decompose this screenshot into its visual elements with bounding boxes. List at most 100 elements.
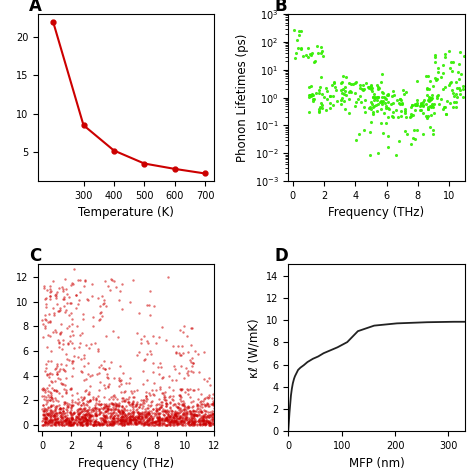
Point <box>84 410 92 418</box>
Point <box>67 310 74 317</box>
Point <box>109 399 116 407</box>
Point <box>168 410 176 418</box>
Point <box>60 399 67 406</box>
Point <box>200 420 208 428</box>
Point <box>150 418 158 425</box>
Point <box>210 397 217 405</box>
Point <box>118 417 126 424</box>
Point <box>182 414 190 422</box>
Point <box>79 417 87 425</box>
Point <box>200 349 208 356</box>
Point <box>365 83 373 91</box>
Point <box>46 382 53 389</box>
Point <box>109 409 117 417</box>
Point <box>121 420 129 428</box>
Point <box>108 415 116 423</box>
Point <box>313 42 320 50</box>
Point <box>163 406 171 413</box>
Point <box>118 280 126 287</box>
Point <box>116 416 124 424</box>
Point <box>147 412 155 420</box>
Point <box>80 395 88 402</box>
Point <box>207 411 215 419</box>
Point <box>65 421 73 429</box>
Point <box>190 415 198 422</box>
Point <box>144 351 151 358</box>
Point <box>48 348 55 356</box>
Point <box>179 417 186 425</box>
Point <box>84 420 91 428</box>
Point <box>82 407 89 414</box>
Point <box>40 408 47 415</box>
Point <box>150 414 157 422</box>
Point <box>425 85 433 92</box>
Point <box>80 282 88 290</box>
Point <box>366 103 374 111</box>
Point <box>305 83 313 91</box>
Point <box>124 419 132 427</box>
Point <box>147 419 155 427</box>
Point <box>80 406 88 413</box>
Point <box>155 405 163 412</box>
Point <box>150 302 157 310</box>
Point <box>41 420 49 428</box>
Point <box>165 420 173 428</box>
Point <box>109 414 117 422</box>
Point <box>194 418 202 425</box>
Point <box>60 302 68 310</box>
Point <box>68 416 75 423</box>
Point <box>77 288 84 295</box>
Point <box>186 356 194 363</box>
Point <box>457 70 465 78</box>
Point <box>73 420 81 428</box>
Point <box>64 408 71 416</box>
Point <box>149 421 156 428</box>
Point <box>189 402 197 410</box>
Point <box>83 408 91 415</box>
Point <box>146 421 153 428</box>
Point <box>178 393 185 401</box>
Point <box>95 410 103 418</box>
Point <box>135 419 142 427</box>
Point <box>166 421 173 428</box>
Point <box>143 418 151 425</box>
Point <box>176 327 183 334</box>
Point <box>77 415 85 423</box>
Point <box>134 417 142 425</box>
Point <box>155 410 163 418</box>
Point <box>94 370 101 378</box>
Point <box>173 417 180 425</box>
Point <box>318 43 325 51</box>
Point <box>109 421 117 428</box>
Point <box>82 416 90 423</box>
Point <box>51 416 59 424</box>
Point <box>70 265 78 273</box>
Point <box>91 417 99 425</box>
Point <box>173 350 180 357</box>
Point <box>146 287 154 294</box>
Point <box>422 72 429 80</box>
Point <box>209 400 217 407</box>
Point <box>160 416 167 424</box>
Point <box>62 285 70 292</box>
Point <box>175 414 182 422</box>
Point <box>107 411 115 419</box>
Point <box>44 319 52 326</box>
Point <box>191 418 199 426</box>
Point <box>48 417 55 424</box>
Point <box>121 397 129 404</box>
Point <box>375 84 383 92</box>
Point <box>119 413 127 421</box>
Point <box>102 417 109 425</box>
Point <box>47 419 55 426</box>
Point <box>97 404 105 411</box>
Point <box>202 414 210 421</box>
Point <box>152 411 160 419</box>
Point <box>170 421 178 428</box>
Point <box>433 76 440 83</box>
Point <box>74 417 82 425</box>
Point <box>134 414 142 421</box>
Point <box>208 410 215 418</box>
Point <box>50 310 57 317</box>
Point <box>342 105 349 113</box>
